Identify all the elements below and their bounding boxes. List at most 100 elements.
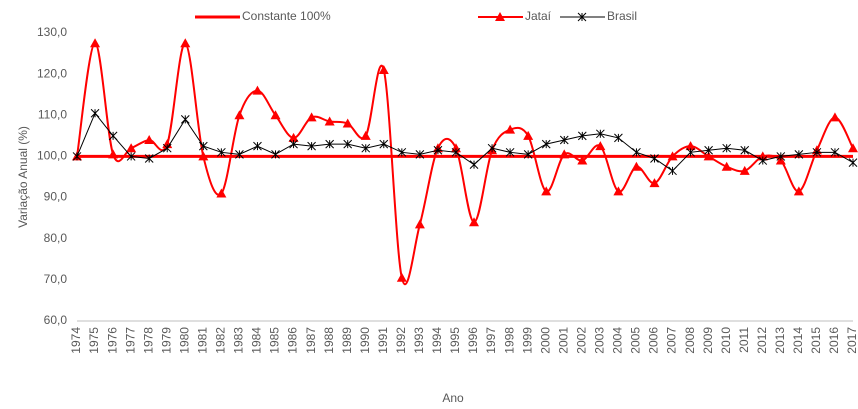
star-marker: [776, 152, 786, 161]
star-marker: [217, 147, 226, 157]
triangle-marker: [721, 161, 732, 171]
triangle-marker: [848, 143, 858, 153]
triangle-marker: [360, 130, 371, 140]
x-tick-label: 1982: [214, 327, 228, 354]
series-line: [76, 42, 854, 286]
y-tick-label: 70,0: [44, 272, 68, 286]
x-tick-label: 2015: [809, 327, 823, 354]
x-tick-label: 2012: [755, 327, 769, 354]
x-tick-label: 1987: [304, 327, 318, 354]
star-marker: [541, 139, 551, 149]
x-tick-label: 2004: [611, 327, 625, 354]
triangle-marker: [144, 134, 155, 144]
triangle-marker: [523, 130, 534, 140]
star-marker: [415, 150, 425, 159]
star-marker: [487, 143, 497, 153]
star-marker: [108, 131, 118, 141]
star-marker: [704, 145, 713, 155]
x-tick-label: 1979: [159, 327, 173, 354]
star-marker: [848, 158, 858, 167]
triangle-marker: [559, 149, 570, 159]
triangle-marker: [613, 186, 624, 196]
star-marker: [198, 141, 208, 151]
star-marker: [180, 115, 190, 124]
x-tick-label: 2017: [845, 327, 858, 354]
x-tick-label: 1989: [340, 327, 354, 354]
x-tick-label: 2011: [737, 327, 751, 353]
star-marker: [433, 145, 443, 155]
star-marker: [577, 131, 587, 141]
legend-marker: [495, 12, 505, 21]
triangle-marker: [469, 217, 480, 227]
x-tick-label: 2001: [556, 327, 570, 354]
x-tick-label: 1995: [448, 327, 462, 354]
x-tick-label: 2007: [665, 327, 679, 354]
y-tick-label: 130,0: [37, 25, 67, 39]
triangle-marker: [288, 132, 299, 142]
star-marker: [668, 166, 677, 176]
star-marker: [469, 160, 479, 170]
y-tick-label: 100,0: [37, 149, 67, 163]
star-marker: [505, 147, 515, 157]
star-marker: [812, 147, 822, 157]
x-tick-label: 1990: [358, 327, 372, 354]
star-marker: [758, 156, 768, 165]
triangle-marker: [667, 151, 678, 161]
triangle-marker: [270, 110, 281, 120]
x-tick-label: 1999: [520, 327, 534, 354]
legend-label: Brasil: [607, 9, 637, 23]
x-tick-label: 1985: [268, 327, 282, 354]
y-tick-label: 90,0: [44, 190, 68, 204]
x-tick-label: 2014: [791, 327, 805, 354]
triangle-marker: [577, 155, 588, 165]
triangle-marker: [396, 272, 407, 282]
star-marker: [830, 147, 840, 157]
star-marker: [451, 147, 461, 157]
y-tick-label: 120,0: [37, 66, 67, 80]
star-marker: [271, 150, 280, 159]
star-marker: [397, 147, 407, 157]
triangle-marker: [198, 151, 209, 161]
x-tick-label: 2008: [683, 327, 697, 354]
triangle-marker: [793, 186, 804, 196]
x-tick-label: 1981: [195, 327, 209, 354]
series-line: [76, 112, 854, 172]
triangle-marker: [342, 118, 353, 128]
x-tick-label: 1992: [394, 327, 408, 354]
star-marker: [162, 143, 172, 153]
triangle-marker: [180, 38, 191, 48]
star-marker: [90, 108, 100, 118]
x-tick-label: 2010: [719, 327, 733, 354]
triangle-marker: [631, 161, 642, 171]
legend-label: Jataí: [525, 9, 552, 23]
triangle-marker: [829, 112, 840, 122]
legend-label: Constante 100%: [242, 9, 331, 23]
star-marker: [523, 150, 533, 159]
triangle-marker: [649, 178, 660, 188]
star-marker: [614, 133, 623, 143]
x-tick-label: 2013: [773, 327, 787, 354]
x-tick-label: 2009: [701, 327, 715, 354]
x-tick-label: 2006: [647, 327, 661, 354]
triangle-marker: [414, 219, 425, 229]
x-tick-label: 2000: [538, 327, 552, 354]
x-tick-label: 1988: [322, 327, 336, 354]
star-marker: [722, 143, 732, 153]
x-tick-label: 1998: [502, 327, 516, 354]
star-marker: [595, 129, 605, 139]
x-tick-label: 1994: [430, 327, 444, 354]
legend-marker: [577, 12, 587, 22]
triangle-marker: [541, 186, 552, 196]
star-marker: [361, 143, 371, 153]
x-tick-label: 1984: [250, 327, 264, 354]
triangle-marker: [234, 110, 245, 120]
triangle-marker: [90, 38, 101, 48]
x-tick-label: 1986: [286, 327, 300, 354]
x-tick-label: 2005: [629, 327, 643, 354]
x-tick-label: 1975: [87, 327, 101, 354]
triangle-marker: [216, 188, 227, 198]
star-marker: [126, 152, 136, 161]
star-marker: [632, 147, 641, 157]
star-marker: [740, 145, 750, 155]
